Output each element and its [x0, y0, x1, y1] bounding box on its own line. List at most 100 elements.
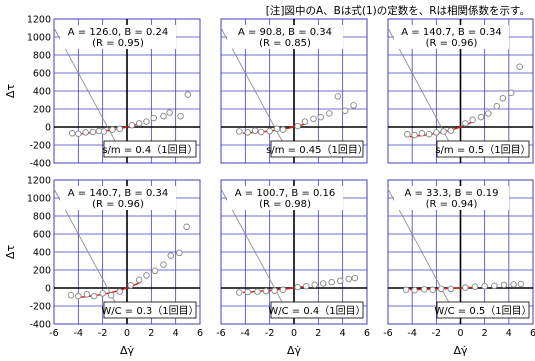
data-point: [160, 112, 167, 120]
data-point: [508, 89, 515, 97]
data-point: [67, 291, 75, 299]
y-axis-label: Δτ: [4, 245, 17, 260]
data-point: [107, 291, 115, 299]
condition-label: W/C = 0.5（1回目）: [434, 305, 531, 317]
equation-label: A = 140.7, B = 0.34: [68, 188, 168, 199]
data-point: [517, 280, 525, 288]
figure-note: [注]図中のA、Bは式(1)の定数を、Rは相関係数を示す。: [266, 4, 530, 17]
x-tick-label: 0: [124, 328, 130, 339]
y-tick-label: -200: [29, 302, 51, 313]
y-tick-label: 800: [33, 212, 51, 223]
data-point: [425, 130, 433, 138]
data-point: [440, 128, 447, 135]
data-point: [184, 91, 192, 98]
equation-box: [60, 25, 176, 49]
data-point: [493, 103, 501, 110]
data-point: [437, 285, 445, 293]
data-point: [167, 252, 175, 259]
data-point: [135, 120, 143, 127]
chart-panel-1: A = 126.0, B = 0.24(R = 0.95) s/m = 0.4（1…: [4, 15, 201, 170]
correlation-label: (R = 0.95): [92, 38, 144, 49]
chart-panel-4: A = 140.7, B = 0.34(R = 0.96) W/C = 0.3（1…: [4, 176, 203, 358]
x-tick-label: -6: [383, 328, 392, 339]
chart-panel-3: A = 140.7, B = 0.34(R = 0.96) s/m = 0.5（1…: [387, 18, 534, 164]
condition-box: [436, 140, 530, 158]
data-point: [418, 130, 426, 137]
data-point: [345, 275, 353, 283]
data-point: [279, 286, 287, 294]
data-point: [262, 287, 270, 295]
y-tick-label: -400: [29, 159, 51, 170]
data-point: [500, 281, 508, 289]
data-point: [150, 114, 158, 122]
data-point: [266, 127, 273, 135]
data-point: [334, 93, 342, 100]
y-axis-label: Δτ: [4, 84, 17, 99]
data-point: [510, 281, 517, 288]
data-point: [411, 131, 418, 139]
data-point: [462, 120, 469, 127]
equation-box: [394, 186, 509, 210]
data-point: [128, 121, 136, 129]
y-tick-label: 1000: [27, 33, 51, 44]
data-point: [471, 283, 479, 290]
data-point: [481, 282, 488, 290]
data-point: [83, 291, 91, 298]
data-point: [402, 286, 410, 294]
data-point: [516, 63, 523, 70]
equation-label: A = 126.0, B = 0.24: [68, 27, 168, 38]
data-point: [447, 285, 455, 293]
correlation-label: (R = 0.96): [92, 199, 144, 210]
y-tick-label: 0: [45, 123, 51, 134]
data-point: [271, 287, 278, 294]
data-point: [160, 261, 167, 268]
data-point: [469, 116, 476, 124]
equation-label: A = 100.7, B = 0.16: [235, 188, 335, 199]
equation-box: [60, 186, 176, 210]
y-tick-label: 400: [33, 248, 51, 259]
data-point: [404, 130, 411, 138]
data-point: [491, 282, 498, 290]
data-point: [82, 129, 89, 136]
y-tick-label: -400: [29, 320, 51, 331]
data-point: [311, 281, 318, 289]
correlation-label: (R = 0.94): [426, 199, 478, 210]
data-point: [485, 110, 492, 117]
data-point: [447, 127, 455, 134]
data-point: [166, 109, 173, 116]
y-tick-label: 1000: [27, 194, 51, 205]
data-point: [421, 286, 428, 293]
data-point: [235, 128, 243, 135]
y-tick-label: 1200: [27, 15, 51, 26]
data-point: [75, 130, 82, 137]
data-point: [177, 112, 184, 120]
y-tick-label: 800: [33, 51, 51, 62]
x-tick-label: -6: [49, 328, 58, 339]
condition-label: s/m = 0.45（1回目）: [266, 144, 368, 156]
condition-box: [103, 301, 197, 319]
data-point: [100, 128, 108, 135]
y-tick-label: 600: [33, 230, 51, 241]
data-point: [301, 118, 309, 125]
data-point: [116, 125, 123, 133]
data-point: [75, 292, 82, 300]
data-point: [317, 113, 325, 121]
data-point: [99, 290, 106, 297]
x-tick-label: -2: [98, 328, 107, 339]
correlation-label: (R = 0.96): [426, 38, 478, 49]
data-point: [279, 126, 287, 133]
data-point: [251, 127, 259, 134]
x-axis-label: Δγ̇: [453, 344, 468, 357]
data-point: [151, 267, 159, 275]
y-tick-label: 200: [33, 105, 51, 116]
equation-label: A = 90.8, B = 0.34: [238, 27, 332, 38]
chart-panel-2: A = 90.8, B = 0.34(R = 0.85) s/m = 0.45（1…: [220, 18, 368, 164]
data-point: [127, 282, 134, 289]
panels: A = 126.0, B = 0.24(R = 0.95) s/m = 0.4（1…: [4, 15, 535, 358]
data-point: [183, 223, 190, 231]
x-axis-label: Δγ̇: [287, 344, 302, 357]
x-tick-label: -4: [241, 328, 250, 339]
condition-label: W/C = 0.4（1回目）: [268, 305, 365, 317]
x-tick-label: 2: [315, 328, 321, 339]
data-point: [462, 284, 469, 291]
